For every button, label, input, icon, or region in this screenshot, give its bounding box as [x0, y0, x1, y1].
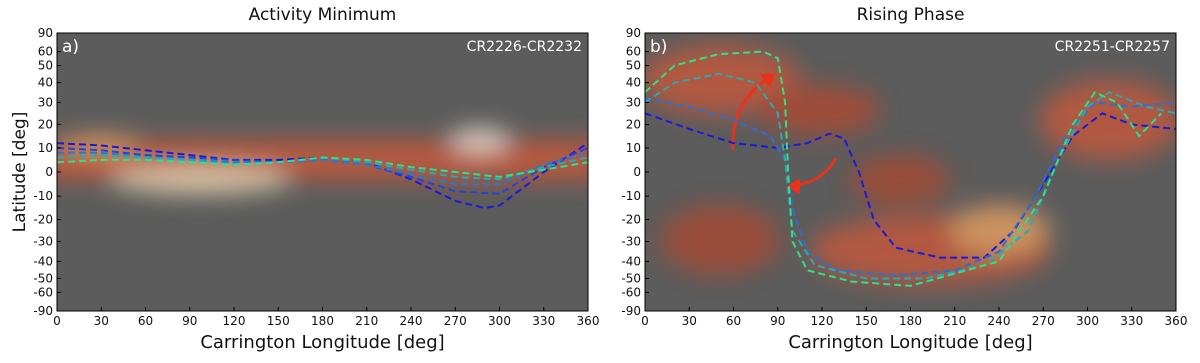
x-tick-label: 60 [138, 314, 153, 328]
x-tick-label: 60 [726, 314, 741, 328]
x-tick-label: 120 [811, 314, 834, 328]
y-tick-label: -20 [33, 213, 53, 227]
x-tick-label: 180 [899, 314, 922, 328]
chart-title: Rising Phase [857, 5, 965, 25]
y-axis-label: Latitude [deg] [10, 112, 30, 233]
x-tick-label: 30 [682, 314, 697, 328]
y-tick-label: 40 [626, 76, 641, 90]
y-tick-label: 90 [38, 26, 53, 40]
x-tick-label: 210 [943, 314, 966, 328]
neutral-line [57, 156, 588, 178]
y-tick-label: 60 [38, 45, 53, 59]
x-axis-label: Carrington Longitude [deg] [788, 332, 1032, 353]
cr-label: CR2251-CR2257 [1055, 39, 1170, 55]
x-tick-label: 90 [770, 314, 785, 328]
y-tick-label: -20 [621, 213, 641, 227]
x-tick-label: 0 [641, 314, 649, 328]
y-tick-label: 30 [38, 96, 53, 110]
y-tick-label: 40 [38, 76, 53, 90]
y-tick-label: -60 [33, 285, 53, 299]
panel-label: a) [62, 37, 79, 57]
y-tick-label: -40 [33, 254, 53, 268]
x-tick-label: 90 [182, 314, 197, 328]
y-tick-label: -40 [621, 254, 641, 268]
x-tick-label: 180 [311, 314, 334, 328]
x-tick-label: 330 [1120, 314, 1143, 328]
y-tick-label: -50 [621, 271, 641, 285]
y-tick-label: 30 [626, 96, 641, 110]
y-tick-label: 20 [626, 117, 641, 131]
y-tick-label: 90 [626, 26, 641, 40]
x-tick-label: 360 [1165, 314, 1188, 328]
x-tick-label: 330 [532, 314, 555, 328]
x-tick-label: 150 [267, 314, 290, 328]
x-tick-label: 30 [94, 314, 109, 328]
curves [645, 50, 1176, 287]
x-tick-label: 270 [1032, 314, 1055, 328]
y-tick-label: 20 [38, 117, 53, 131]
y-tick-label: 10 [626, 141, 641, 155]
chart-title: Activity Minimum [249, 5, 397, 25]
y-tick-label: -10 [33, 189, 53, 203]
y-tick-label: 0 [633, 165, 641, 179]
cr-label: CR2226-CR2232 [467, 39, 582, 55]
neutral-line [645, 97, 1176, 277]
y-tick-label: -90 [33, 304, 53, 318]
panel-label: b) [650, 37, 667, 57]
x-tick-label: 300 [1076, 314, 1099, 328]
x-tick-label: 150 [855, 314, 878, 328]
neutral-line [645, 50, 1163, 287]
x-tick-label: 360 [577, 314, 600, 328]
neutral-line [645, 72, 1176, 280]
neutral-line [645, 112, 1176, 259]
y-tick-label: -50 [33, 271, 53, 285]
y-tick-label: -30 [33, 235, 53, 249]
x-tick-label: 240 [988, 314, 1011, 328]
arrows [731, 74, 838, 194]
curves [57, 142, 588, 210]
y-tick-label: 50 [38, 59, 53, 73]
y-tick-label: 10 [38, 141, 53, 155]
y-tick-label: -30 [621, 235, 641, 249]
x-tick-label: 300 [488, 314, 511, 328]
x-tick-label: 270 [444, 314, 467, 328]
y-tick-label: 50 [626, 59, 641, 73]
x-tick-label: 210 [355, 314, 378, 328]
y-tick-label: -60 [621, 285, 641, 299]
y-tick-label: 60 [626, 45, 641, 59]
x-axis-label: Carrington Longitude [deg] [200, 332, 444, 353]
x-tick-label: 120 [223, 314, 246, 328]
y-tick-label: -90 [621, 304, 641, 318]
x-tick-label: 0 [53, 314, 61, 328]
y-tick-label: 0 [45, 165, 53, 179]
x-tick-label: 240 [400, 314, 423, 328]
y-tick-label: -10 [621, 189, 641, 203]
map-background [57, 33, 588, 311]
